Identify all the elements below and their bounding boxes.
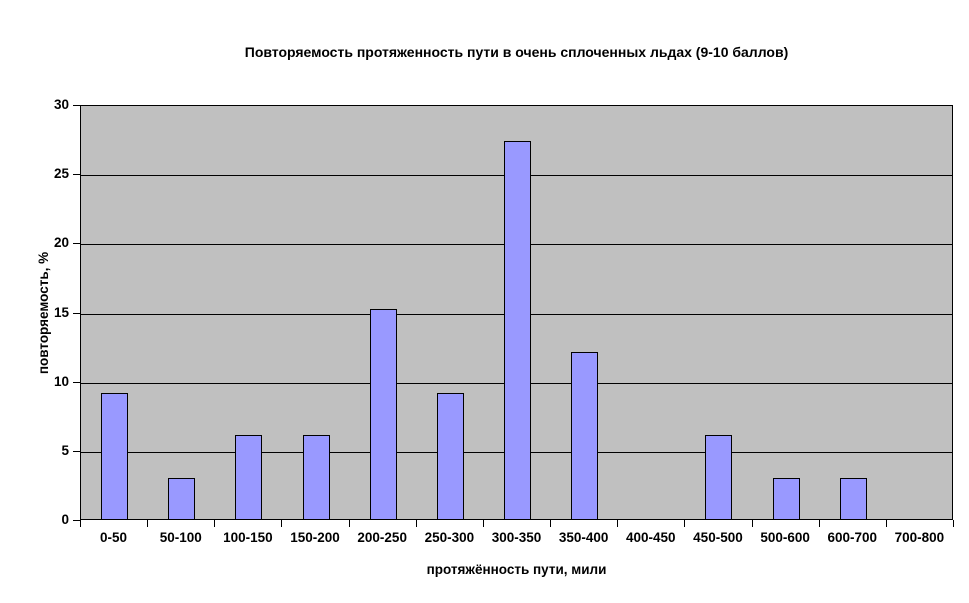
x-tick-mark-5 [415,520,417,527]
x-tick-label-300-350: 300-350 [491,530,542,545]
x-axis-title: протяжённость пути, мили [426,562,607,577]
x-tick-label-50-100: 50-100 [159,530,202,545]
x-tick-mark-10 [751,520,753,527]
x-tick-label-350-400: 350-400 [558,530,609,545]
bar-350-400 [571,351,599,519]
x-tick-mark-9 [684,520,686,527]
bar-0-50 [101,393,129,519]
x-tick-label-700-800: 700-800 [894,530,945,545]
y-tick-label-5: 5 [61,442,69,458]
plot-area [80,105,953,520]
bar-150-200 [302,434,330,519]
x-tick-label-600-700: 600-700 [827,530,878,545]
x-tick-mark-7 [550,520,552,527]
bar-500-600 [772,477,800,519]
x-tick-label-500-600: 500-600 [760,530,810,545]
y-tick-mark-30 [73,105,80,106]
y-tick-mark-20 [73,243,80,245]
x-tick-mark-0 [80,520,81,527]
y-tick-label-0: 0 [61,512,69,527]
bar-200-250 [369,308,397,519]
x-tick-mark-4 [348,520,350,527]
y-tick-label-30: 30 [53,97,69,112]
bar-300-350 [504,141,531,519]
x-tick-label-100-150: 100-150 [223,530,273,545]
x-tick-label-450-500: 450-500 [693,530,743,545]
x-tick-label-150-200: 150-200 [290,530,340,545]
y-tick-mark-5 [73,450,80,452]
x-tick-label-0-50: 0-50 [100,530,128,545]
y-tick-mark-10 [73,381,80,383]
x-tick-mark-1 [147,520,149,527]
x-tick-mark-6 [482,520,484,527]
x-tick-mark-12 [885,520,887,527]
bar-600-700 [839,477,867,519]
bar-100-150 [235,434,263,519]
y-tick-label-15: 15 [53,304,69,320]
x-tick-mark-8 [617,520,619,527]
bar-250-300 [436,393,464,519]
bar-450-500 [705,434,733,519]
y-tick-label-10: 10 [53,373,69,389]
x-tick-label-200-250: 200-250 [357,530,407,545]
x-tick-label-250-300: 250-300 [424,530,475,545]
x-tick-mark-13 [953,520,954,527]
x-tick-mark-3 [281,520,283,527]
x-tick-mark-2 [214,520,216,527]
y-tick-mark-0 [73,520,80,521]
y-tick-label-20: 20 [53,235,69,251]
y-tick-mark-15 [73,312,80,314]
bar-50-100 [168,477,196,519]
y-tick-mark-25 [73,174,80,176]
chart-title: Повторяемость протяженность пути в очень… [244,44,789,60]
y-tick-label-25: 25 [53,166,69,182]
x-tick-label-400-450: 400-450 [626,530,676,545]
x-tick-mark-11 [818,520,820,527]
